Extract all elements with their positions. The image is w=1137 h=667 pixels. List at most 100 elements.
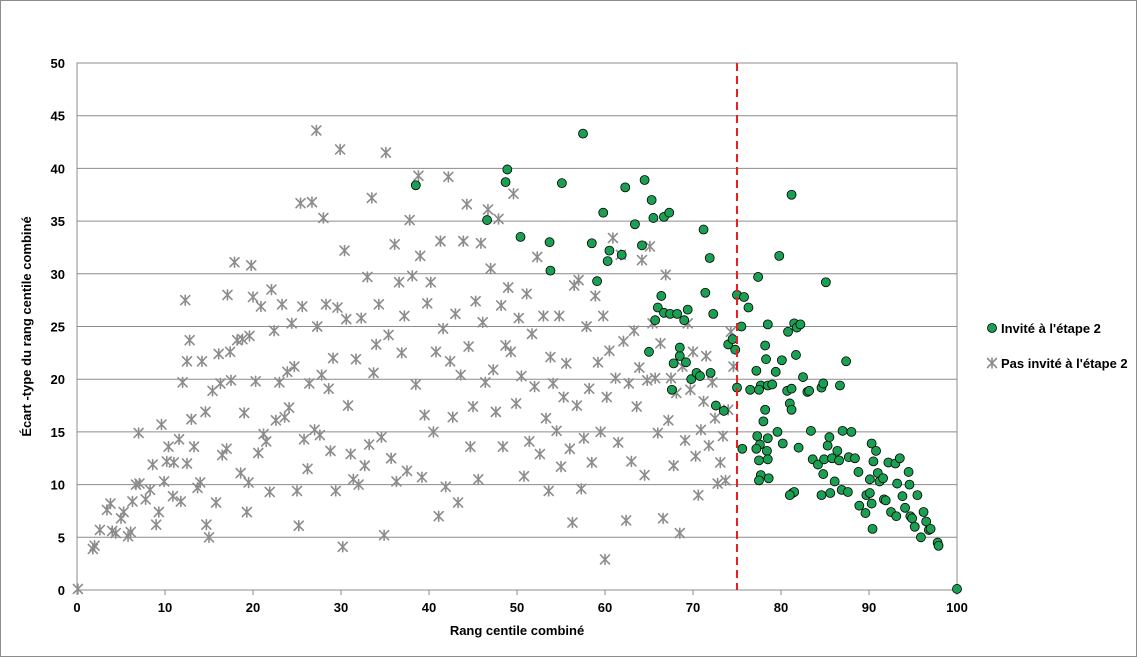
point-invited	[832, 445, 843, 456]
point-invited	[866, 498, 877, 509]
point-invited	[822, 440, 833, 451]
point-invited	[891, 511, 902, 522]
point-invited	[767, 379, 778, 390]
point-not-invited	[655, 337, 666, 350]
y-tick-label: 35	[51, 214, 65, 229]
point-not-invited	[304, 377, 315, 390]
x-tick-label: 30	[334, 600, 348, 615]
point-not-invited	[714, 456, 726, 469]
point-not-invited	[229, 256, 240, 268]
point-invited	[762, 445, 772, 456]
x-tick-label: 60	[598, 600, 612, 615]
point-not-invited	[167, 490, 179, 502]
point-invited	[639, 175, 650, 185]
point-not-invited	[188, 440, 200, 453]
point-not-invited	[674, 527, 686, 539]
point-not-invited	[665, 372, 677, 384]
legend-marker-invited	[987, 323, 997, 333]
point-invited	[679, 315, 690, 326]
point-not-invited	[221, 443, 232, 455]
point-not-invited	[531, 251, 543, 263]
point-invited	[737, 443, 748, 454]
point-invited	[837, 425, 848, 436]
point-not-invited	[543, 485, 554, 497]
point-invited	[867, 523, 878, 534]
point-not-invited	[153, 506, 165, 518]
y-tick-label: 20	[51, 372, 65, 387]
point-not-invited	[215, 377, 226, 390]
point-invited	[774, 250, 785, 261]
point-not-invited	[163, 440, 174, 453]
point-invited	[798, 372, 808, 382]
point-not-invited	[558, 391, 569, 403]
point-invited	[762, 433, 773, 444]
point-not-invited	[634, 361, 645, 374]
point-invited	[854, 500, 865, 511]
point-invited	[903, 467, 914, 477]
point-not-invited	[355, 312, 367, 324]
point-not-invited	[337, 541, 349, 553]
point-not-invited	[490, 406, 502, 418]
point-invited	[718, 405, 729, 416]
point-not-invited	[698, 395, 709, 408]
point-not-invited	[252, 447, 264, 459]
point-invited	[878, 473, 888, 484]
point-not-invited	[342, 399, 354, 412]
point-not-invited	[203, 531, 215, 544]
point-invited	[762, 319, 773, 330]
point-invited	[772, 426, 783, 437]
point-not-invited	[440, 480, 452, 493]
point-not-invited	[586, 456, 598, 469]
point-not-invited	[396, 347, 408, 359]
point-not-invited	[268, 324, 280, 337]
point-not-invited	[437, 322, 449, 335]
point-invited	[834, 455, 844, 466]
point-invited	[730, 344, 741, 355]
point-not-invited	[311, 124, 322, 137]
point-not-invited	[435, 235, 446, 247]
point-not-invited	[430, 346, 442, 358]
point-not-invited	[125, 526, 136, 538]
point-invited	[751, 443, 762, 454]
point-not-invited	[567, 516, 578, 529]
point-invited	[592, 276, 602, 287]
point-not-invited	[660, 269, 672, 281]
point-not-invited	[458, 235, 469, 247]
point-invited	[760, 340, 771, 351]
point-not-invited	[127, 495, 138, 508]
point-invited	[835, 380, 845, 391]
point-not-invited	[551, 425, 562, 437]
point-not-invited	[540, 412, 552, 424]
point-not-invited	[181, 355, 193, 368]
point-not-invited	[196, 355, 208, 368]
point-invited	[853, 467, 864, 477]
point-not-invited	[447, 411, 459, 423]
point-invited	[630, 219, 640, 230]
point-invited	[776, 355, 787, 366]
point-not-invited	[332, 301, 343, 314]
point-not-invited	[316, 369, 327, 381]
point-not-invited	[590, 290, 601, 302]
point-invited	[695, 371, 705, 381]
point-invited	[897, 491, 908, 502]
point-not-invited	[687, 346, 699, 358]
point-not-invited	[353, 478, 364, 491]
point-not-invited	[595, 426, 606, 438]
point-invited	[868, 456, 879, 467]
point-not-invited	[695, 424, 707, 436]
x-tick-label: 80	[774, 600, 788, 615]
point-invited	[816, 490, 827, 501]
point-invited	[544, 237, 555, 248]
point-not-invited	[668, 459, 679, 472]
point-invited	[880, 495, 891, 506]
point-not-invited	[502, 281, 514, 294]
point-not-invited	[443, 171, 454, 183]
point-invited	[686, 374, 697, 385]
point-invited	[745, 384, 756, 395]
point-invited	[933, 540, 944, 551]
point-not-invited	[470, 295, 481, 307]
point-invited	[545, 265, 556, 276]
point-not-invited	[134, 477, 145, 490]
point-not-invited	[472, 473, 484, 486]
